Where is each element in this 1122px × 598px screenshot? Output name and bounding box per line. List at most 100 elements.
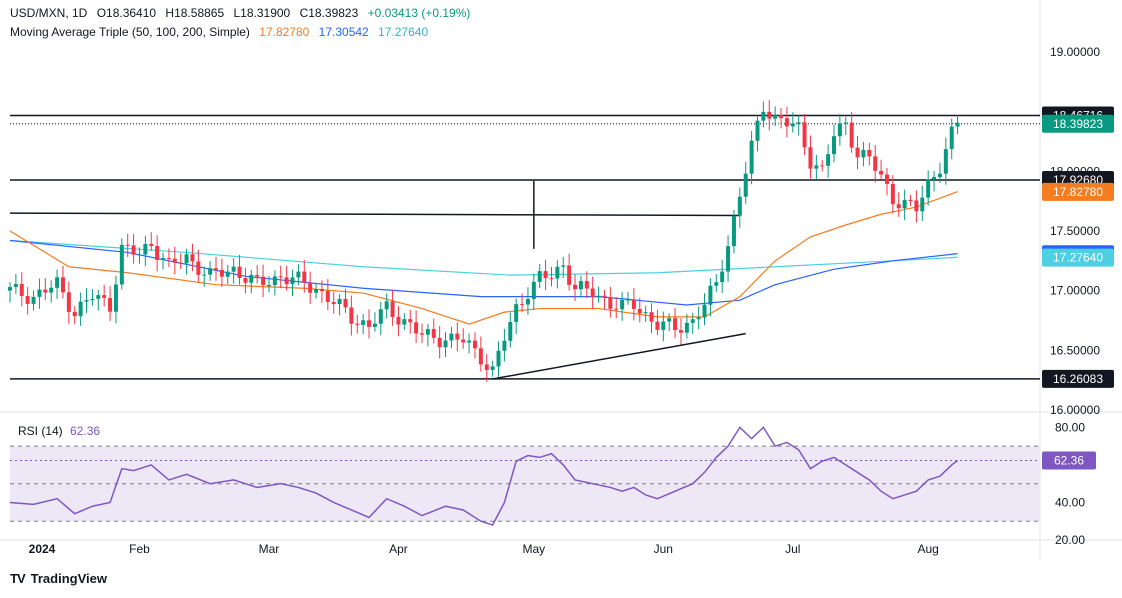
tradingview-name: TradingView <box>30 571 107 586</box>
candle-body <box>761 111 766 121</box>
rsi-value: 62.36 <box>70 424 101 438</box>
candle-body <box>284 277 289 285</box>
ma200-value: 17.27640 <box>378 25 429 39</box>
candle-body <box>596 295 601 298</box>
ma100-value: 17.30542 <box>318 25 369 39</box>
price-label-text: 17.82780 <box>1053 185 1103 199</box>
candle-body <box>731 215 736 247</box>
candle-body <box>690 319 695 323</box>
candle-body <box>255 275 260 277</box>
trendline-descending <box>9 212 740 217</box>
candle-body <box>184 254 189 264</box>
candle-body <box>514 304 519 322</box>
candle-body <box>490 366 495 370</box>
candle-body <box>726 246 731 272</box>
ma50-value: 17.82780 <box>259 25 310 39</box>
candle-body <box>396 316 401 325</box>
candle-body <box>66 292 71 312</box>
tradingview-branding[interactable]: TV TradingView <box>10 571 107 586</box>
candle-body <box>37 289 42 297</box>
candle-body <box>696 317 701 320</box>
rsi-line <box>9 426 959 526</box>
candle-body <box>661 321 666 330</box>
candle-body <box>708 285 713 305</box>
price-tick-label: 17.00000 <box>1050 284 1100 298</box>
candle-body <box>408 319 413 323</box>
symbol-header: USD/MXN, 1D O18.36410 H18.58865 L18.3190… <box>10 6 476 20</box>
candle-body <box>78 301 83 317</box>
candle-body <box>784 118 789 127</box>
candle-body <box>890 183 895 205</box>
price-label-tag <box>1042 114 1114 133</box>
candle-body <box>319 289 324 291</box>
candle-body <box>119 244 124 285</box>
candle-body <box>737 196 742 216</box>
candle-body <box>667 318 672 322</box>
candle-body <box>673 318 678 331</box>
symbol-label[interactable]: USD/MXN, 1D <box>10 6 88 20</box>
candle-body <box>602 295 607 298</box>
ma-label[interactable]: Moving Average Triple (50, 100, 200, Sim… <box>10 25 250 39</box>
time-tick-label: Mar <box>259 542 280 556</box>
candle-body <box>208 268 213 275</box>
candle-body <box>237 266 242 279</box>
price-tick-label: 16.50000 <box>1050 343 1100 357</box>
candle-body <box>555 266 560 279</box>
candle-body <box>926 179 931 198</box>
candle-body <box>431 329 436 338</box>
candle-body <box>714 282 719 286</box>
candle-body <box>549 278 554 280</box>
rsi-tick-label: 80.00 <box>1055 420 1085 434</box>
candle-body <box>296 271 301 278</box>
ma-header: Moving Average Triple (50, 100, 200, Sim… <box>10 25 434 39</box>
candle-body <box>449 333 454 341</box>
candle-body <box>620 299 625 310</box>
candle-body <box>161 258 166 260</box>
time-tick-label: Apr <box>389 542 408 556</box>
candle-body <box>102 295 107 298</box>
candle-body <box>420 333 424 335</box>
candle-body <box>790 123 795 127</box>
candle-body <box>414 322 419 334</box>
candle-body <box>820 165 825 167</box>
ma200-line <box>9 239 958 276</box>
candle-body <box>443 340 448 348</box>
candle-body <box>302 271 307 283</box>
candle-body <box>608 297 613 309</box>
price-label-tag <box>1042 182 1114 201</box>
candle-body <box>402 319 407 325</box>
candle-body <box>314 289 319 293</box>
candle-body <box>190 254 195 262</box>
candle-body <box>143 243 148 255</box>
rsi-header: RSI (14) 62.36 <box>18 424 100 438</box>
candle-body <box>131 245 136 255</box>
candle-body <box>920 197 925 212</box>
candle-body <box>384 301 389 310</box>
candle-body <box>84 300 89 302</box>
candle-body <box>343 298 348 308</box>
candle-body <box>779 114 784 119</box>
candle-body <box>125 244 130 246</box>
candle-body <box>543 271 548 279</box>
candle-body <box>884 174 889 184</box>
candle-body <box>225 271 230 277</box>
price-label-text: 18.39823 <box>1053 117 1103 131</box>
candle-body <box>308 282 313 293</box>
rsi-tick-label: 20.00 <box>1055 533 1085 547</box>
candle-body <box>567 265 572 285</box>
candle-body <box>561 265 566 267</box>
candle-body <box>684 322 689 333</box>
candle-body <box>637 308 642 314</box>
candle-body <box>743 173 748 197</box>
candle-body <box>96 295 101 299</box>
candle-body <box>531 281 536 300</box>
trendline-ascending <box>492 332 746 380</box>
price-label-tag <box>1042 369 1114 388</box>
candle-body <box>896 204 901 209</box>
close-value: C18.39823 <box>299 6 359 20</box>
ma50-line <box>9 191 958 325</box>
time-tick-label: Aug <box>917 542 938 556</box>
candle-body <box>849 122 854 148</box>
rsi-label[interactable]: RSI (14) <box>18 424 63 438</box>
